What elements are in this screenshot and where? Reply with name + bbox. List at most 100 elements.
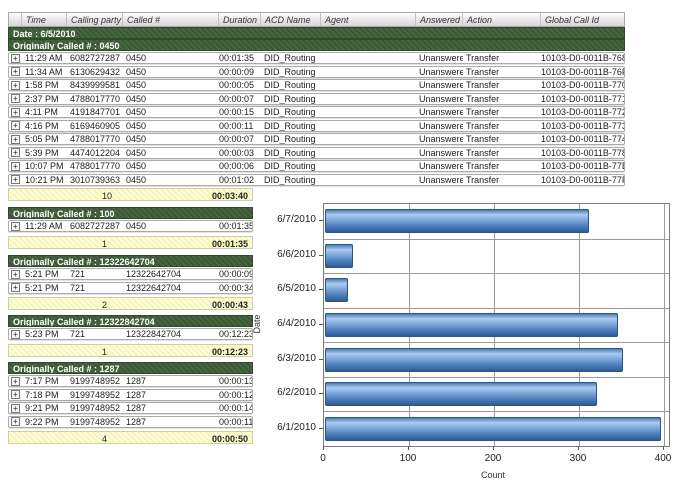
expand-cell: + (9, 94, 22, 103)
gridline (324, 308, 669, 309)
expand-cell: + (9, 329, 22, 339)
expand-cell: + (9, 67, 22, 76)
column-header-agent[interactable]: Agent (321, 13, 416, 26)
column-header-called[interactable]: Called # (123, 13, 219, 26)
x-axis-tick (493, 446, 494, 450)
cell-called: 0450 (126, 93, 147, 104)
cell-duration: 00:00:15 (219, 107, 255, 117)
expand-cell: + (9, 283, 22, 292)
cell-called: 0450 (126, 53, 147, 63)
expand-icon[interactable]: + (11, 376, 20, 386)
summary-total-duration: 00:01:35 (211, 238, 248, 249)
cell-action: Transfer (466, 107, 500, 117)
column-header-action[interactable]: Action (463, 13, 541, 26)
cell-acd_name: DID_Routing (264, 53, 316, 63)
x-axis-tick (408, 446, 409, 450)
summary-count: 1 (102, 238, 108, 249)
cell-answered: Unanswered (419, 93, 463, 104)
cell-called: 1287 (126, 416, 147, 427)
expand-icon[interactable]: + (11, 94, 20, 103)
cell-duration: 00:00:11 (219, 416, 252, 427)
expand-icon[interactable]: + (11, 53, 20, 63)
cell-action: Transfer (466, 134, 500, 144)
cell-duration: 00:00:07 (219, 93, 255, 104)
column-header-calling_party[interactable]: Calling party # (67, 13, 123, 26)
cell-calling_party: 721 (70, 329, 86, 339)
expand-icon[interactable]: + (11, 80, 20, 90)
expand-icon[interactable]: + (11, 161, 20, 171)
summary-total-duration: 00:00:50 (211, 434, 248, 444)
x-axis-label: 300 (569, 453, 587, 464)
cell-action: Transfer (466, 93, 500, 104)
cell-answered: Unanswered (419, 161, 463, 171)
column-header-acd_name[interactable]: ACD Name (261, 13, 321, 26)
cell-called: 1287 (126, 403, 147, 413)
cell-duration: 00:00:06 (219, 161, 255, 171)
cell-called: 0450 (126, 147, 147, 158)
y-axis-tick (319, 428, 323, 429)
cell-called: 0450 (126, 120, 147, 131)
expand-icon[interactable]: + (11, 390, 20, 399)
cell-acd_name: DID_Routing (264, 107, 316, 117)
expand-icon[interactable]: + (11, 403, 20, 413)
expand-icon[interactable]: + (11, 417, 20, 426)
y-axis-label: 6/3/2010 (277, 353, 316, 364)
expand-icon[interactable]: + (11, 107, 20, 117)
cell-global_call_id: 10103-D0-0011B-778 (541, 147, 624, 158)
cell-answered: Unanswered (419, 134, 463, 144)
summary-count: 10 (102, 191, 113, 201)
cell-called: 12322642704 (126, 282, 182, 293)
expand-cell: + (9, 376, 22, 386)
cell-time: 11:34 AM (25, 66, 63, 77)
cell-time: 10:21 PM (25, 174, 64, 185)
expand-icon[interactable]: + (11, 269, 20, 279)
call-rows: +11:29 AM 6082727287 0450 00:01:35 (8, 220, 253, 234)
cell-called: 1287 (126, 389, 147, 400)
cell-called: 0450 (126, 134, 147, 144)
expand-icon[interactable]: + (11, 148, 20, 157)
cell-calling_party: 6169460905 (70, 120, 121, 131)
column-header-global_call_id[interactable]: Global Call Id (545, 15, 600, 25)
table-row: +9:21 PM 9199748952 1287 00:00:14 (8, 402, 253, 414)
expand-icon[interactable]: + (11, 329, 20, 339)
cell-calling_party: 6082727287 (70, 53, 121, 63)
column-header-duration[interactable]: Duration (219, 13, 261, 26)
cell-calling_party: 3010739363 (70, 174, 121, 185)
cell-duration: 00:00:11 (219, 120, 254, 131)
expand-icon[interactable]: + (11, 175, 20, 184)
cell-time: 7:18 PM (25, 389, 59, 400)
expand-cell: + (9, 148, 22, 157)
expand-icon[interactable]: + (11, 283, 20, 292)
expand-icon[interactable]: + (11, 134, 20, 144)
column-header-answered[interactable]: Answered (416, 13, 463, 26)
table-row: +10:21 PM 3010739363 0450 00:01:02 DID_Routi… (8, 173, 625, 186)
cell-duration: 00:00:14 (219, 403, 252, 413)
expand-icon[interactable]: + (11, 221, 20, 231)
cell-time: 10:07 PM (25, 161, 64, 171)
group-summary-row: 2 00:00:43 (8, 297, 253, 310)
table-row: +11:34 AM 6130629432 0450 00:00:09 DID_Routi… (8, 65, 625, 78)
x-axis-label: 0 (320, 453, 326, 464)
cell-global_call_id: 10103-D0-0011B-774 (541, 134, 624, 144)
expand-cell: + (9, 80, 22, 90)
cell-time: 4:11 PM (25, 107, 58, 117)
cell-time: 7:17 PM (25, 376, 59, 386)
y-axis-label: 6/2/2010 (277, 387, 316, 398)
table-row: +5:21 PM 721 12322642704 00:00:34 (8, 281, 253, 294)
column-header-row: Time Calling party # Called # Duration ACD N… (8, 12, 625, 27)
expand-icon[interactable]: + (11, 67, 20, 76)
y-axis-tick (319, 359, 323, 360)
cell-calling_party: 4788017770 (70, 134, 121, 144)
expand-cell: + (9, 175, 22, 184)
cell-calling_party: 721 (70, 282, 86, 293)
table-row: +1:58 PM 8439999581 0450 00:00:05 DID_Routin… (8, 79, 625, 91)
gridline (324, 377, 669, 378)
cell-time: 2:37 PM (25, 93, 59, 104)
cell-answered: Unanswered (419, 107, 463, 117)
chart-bar (325, 244, 353, 268)
expand-icon[interactable]: + (11, 121, 20, 130)
column-header-time[interactable]: Time (22, 13, 67, 26)
called-group-header: Originally Called # : 12322842704 (8, 315, 253, 327)
call-rows: +5:21 PM 721 12322642704 00:00:09 +5:21 PM 72… (8, 268, 253, 295)
